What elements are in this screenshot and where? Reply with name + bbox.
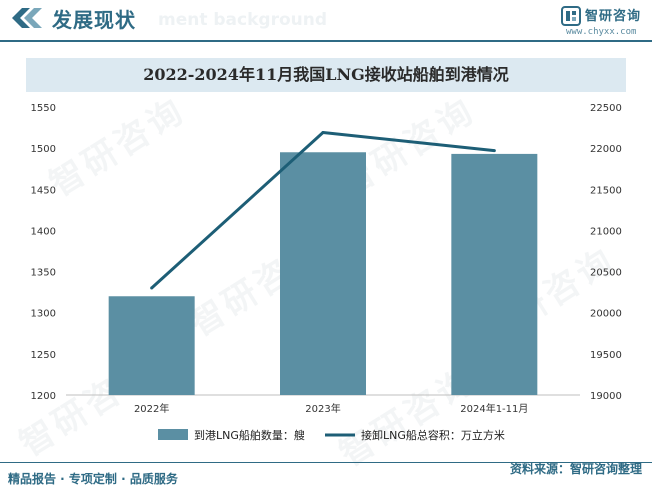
y-left-tick-label: 1200 [31,391,56,402]
bar [451,153,538,395]
chart-title: 2022-2024年11月我国LNG接收站船舶到港情况 [26,58,626,92]
bar [280,152,366,395]
footer-tagline: 精品报告 · 专项定制 · 品质服务 [8,472,178,486]
section-title: 发展现状 [52,8,136,32]
bar [108,296,195,395]
footer-divider [0,462,652,463]
y-right-tick-label: 22000 [590,144,622,155]
x-tick-label: 2023年 [305,402,340,415]
brand-logo-icon [561,6,581,26]
y-left-tick-label: 1450 [31,185,56,196]
header-divider [0,40,652,42]
y-left-tick-label: 1550 [31,103,56,114]
y-left-tick-label: 1400 [31,226,56,237]
x-tick-label: 2022年 [134,402,169,415]
header: 发展现状 ment background 智研咨询 www.chyxx.com [0,0,652,40]
y-left-tick-label: 1300 [31,309,56,320]
x-tick-label: 2024年1-11月 [460,402,528,415]
data-source: 资料来源：智研咨询整理 [509,462,642,476]
y-right-tick-label: 21500 [590,185,622,196]
y-left-tick-label: 1250 [31,350,56,361]
y-left-tick-label: 1350 [31,268,56,279]
line-point [492,149,496,153]
brand-url: www.chyxx.com [566,27,637,37]
line-point [150,286,154,290]
y-right-tick-label: 22500 [590,103,622,114]
legend-label-line: 接卸LNG船总容积：万立方米 [361,428,505,442]
y-right-tick-label: 20500 [590,268,622,279]
y-right-tick-label: 19500 [590,350,622,361]
double-chevron-icon [12,8,42,28]
legend-swatch-bar [158,429,188,440]
y-right-tick-label: 21000 [590,226,622,237]
y-right-tick-label: 19000 [590,391,622,402]
y-right-tick-label: 20000 [590,309,622,320]
legend-label-bar: 到港LNG船舶数量：艘 [194,428,305,442]
y-left-tick-label: 1500 [31,144,56,155]
line-point [321,131,325,135]
brand-name: 智研咨询 [585,9,642,24]
section-subtitle-ghost: ment background [158,10,328,30]
